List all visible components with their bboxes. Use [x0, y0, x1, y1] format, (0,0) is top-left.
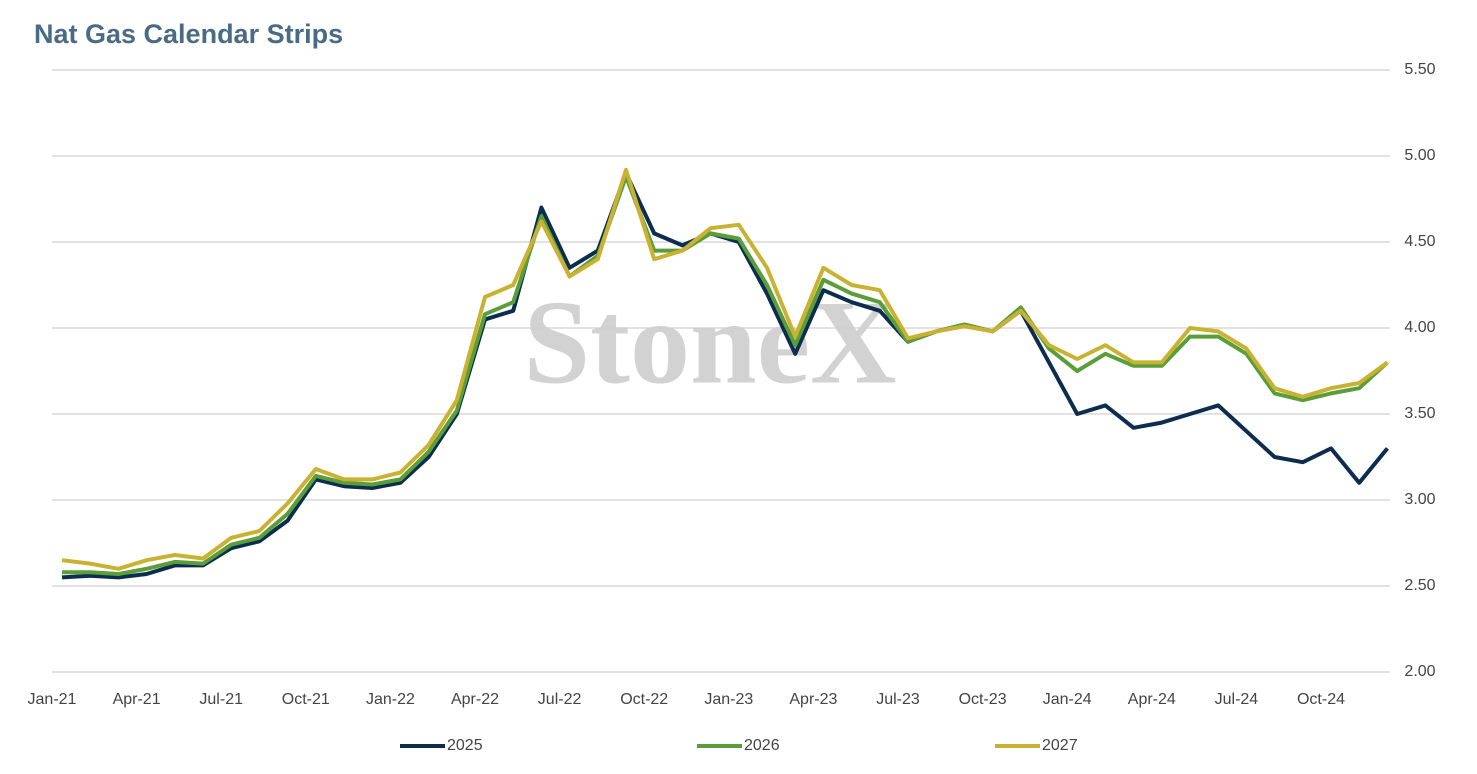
y-tick-label: 4.50: [1404, 233, 1435, 250]
y-tick-label: 3.00: [1404, 491, 1435, 508]
x-tick-label: Oct-22: [620, 691, 668, 708]
x-tick-label: Jul-23: [876, 691, 920, 708]
x-tick-label: Jan-23: [704, 691, 753, 708]
x-tick-label: Jan-22: [366, 691, 415, 708]
x-tick-label: Apr-24: [1128, 691, 1176, 708]
x-tick-label: Apr-23: [789, 691, 837, 708]
x-tick-label: Oct-24: [1297, 691, 1345, 708]
y-tick-label: 3.50: [1404, 405, 1435, 422]
x-tick-label: Jul-21: [199, 691, 243, 708]
x-tick-label: Jul-22: [538, 691, 582, 708]
x-tick-label: Jul-24: [1215, 691, 1259, 708]
series-line: [61, 167, 1389, 571]
watermark: StoneX: [523, 276, 896, 409]
y-tick-label: 5.50: [1404, 61, 1435, 78]
x-tick-label: Oct-23: [959, 691, 1007, 708]
x-tick-label: Oct-21: [282, 691, 330, 708]
chart-title: Nat Gas Calendar Strips: [34, 19, 343, 49]
y-tick-label: 2.50: [1404, 577, 1435, 594]
series-line: [62, 174, 1389, 576]
y-tick-label: 4.00: [1404, 319, 1435, 336]
x-tick-label: Jan-21: [28, 691, 77, 708]
y-tick-label: 2.00: [1404, 663, 1435, 680]
y-tick-label: 5.00: [1404, 147, 1435, 164]
x-tick-label: Apr-21: [113, 691, 161, 708]
x-tick-label: Apr-22: [451, 691, 499, 708]
legend-label: 2026: [744, 737, 780, 754]
legend-label: 2027: [1042, 737, 1078, 754]
legend-label: 2025: [447, 737, 483, 754]
x-tick-label: Jan-24: [1043, 691, 1092, 708]
